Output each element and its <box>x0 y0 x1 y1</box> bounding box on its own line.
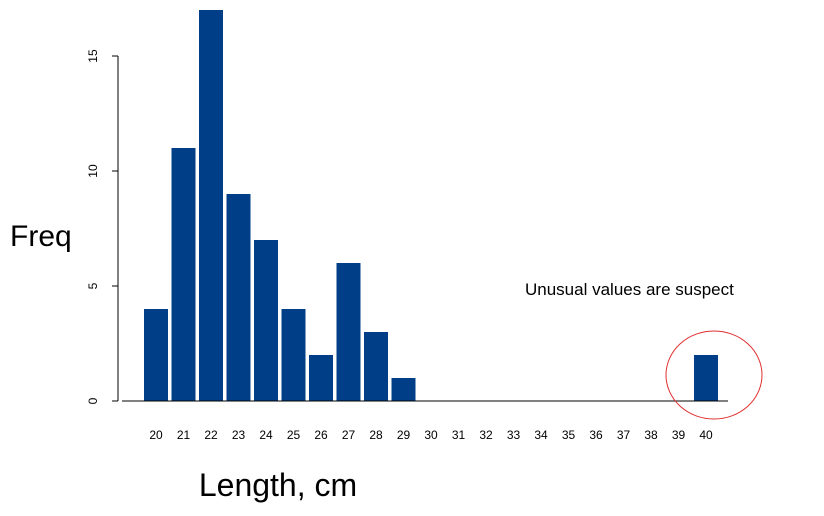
y-tick-label-10: 10 <box>86 164 100 178</box>
x-tick-label-37: 37 <box>617 428 631 442</box>
x-tick-label-36: 36 <box>589 428 603 442</box>
bar-25 <box>281 309 306 401</box>
x-tick-label-29: 29 <box>397 428 411 442</box>
x-tick-label-35: 35 <box>562 428 576 442</box>
bar-28 <box>364 332 388 401</box>
x-tick-label-24: 24 <box>259 428 273 442</box>
bar-29 <box>391 378 416 401</box>
x-tick-label-23: 23 <box>232 428 246 442</box>
bar-26 <box>309 355 333 401</box>
bars-layer <box>144 10 718 401</box>
x-tick-label-26: 26 <box>314 428 328 442</box>
x-tick-label-20: 20 <box>149 428 163 442</box>
x-tick-label-39: 39 <box>672 428 686 442</box>
bar-20 <box>144 309 168 401</box>
x-tick-label-22: 22 <box>204 428 218 442</box>
x-tick-label-32: 32 <box>479 428 493 442</box>
x-tick-label-40: 40 <box>699 428 713 442</box>
x-tick-label-34: 34 <box>534 428 548 442</box>
y-tick-label-5: 5 <box>86 282 100 289</box>
bar-27 <box>336 263 361 401</box>
y-axis-label: Freq <box>10 220 72 253</box>
x-tick-label-30: 30 <box>424 428 438 442</box>
bar-21 <box>171 148 196 401</box>
y-tick-label-0: 0 <box>86 397 100 404</box>
annotation-text: Unusual values are suspect <box>525 280 734 299</box>
outlier-highlight-circle <box>665 330 763 420</box>
x-tick-labels: 20 21 22 23 24 25 26 27 28 29 30 31 32 33 34 35 36 37 38 39… <box>149 428 713 442</box>
x-tick-label-21: 21 <box>177 428 191 442</box>
x-tick-label-33: 33 <box>507 428 521 442</box>
x-tick-label-25: 25 <box>287 428 301 442</box>
x-tick-label-38: 38 <box>644 428 658 442</box>
x-axis-label: Length, cm <box>199 467 357 503</box>
bar-24 <box>254 240 278 401</box>
bar-22 <box>199 10 223 401</box>
x-tick-label-28: 28 <box>369 428 383 442</box>
bar-40 <box>694 355 718 401</box>
bar-23 <box>226 194 251 401</box>
x-tick-label-27: 27 <box>342 428 356 442</box>
y-axis: 0 5 10 15 <box>86 49 119 404</box>
x-tick-label-31: 31 <box>452 428 466 442</box>
y-tick-label-15: 15 <box>86 49 100 63</box>
